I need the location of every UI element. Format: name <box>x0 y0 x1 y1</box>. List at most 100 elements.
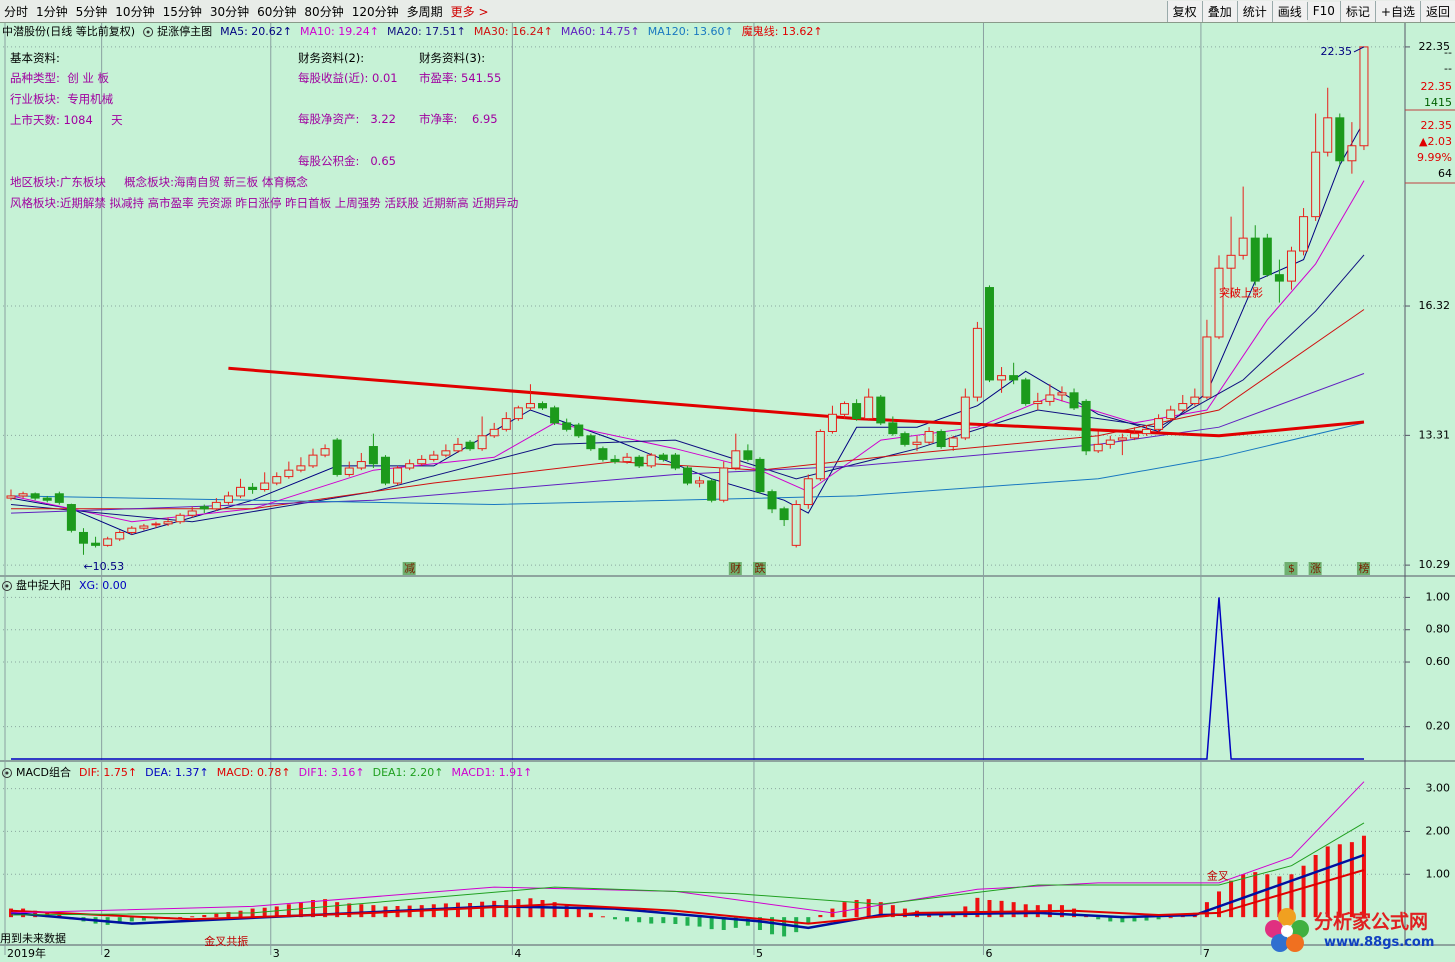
chart-title: MACD组合 <box>16 765 71 779</box>
tool-button[interactable]: 叠加 <box>1201 0 1237 22</box>
period-tab[interactable]: 10分钟 <box>115 4 155 19</box>
macd-bar <box>1241 874 1246 918</box>
period-tab[interactable]: 80分钟 <box>304 4 344 19</box>
candle-body <box>876 396 886 424</box>
chart-subtitle: 捉涨停主图 <box>157 24 212 38</box>
candle-body <box>1202 336 1212 398</box>
tool-button[interactable]: 画线 <box>1271 0 1307 22</box>
annotation: 金叉 <box>1207 868 1229 882</box>
macd-bar <box>975 897 980 918</box>
candle-body <box>1190 396 1200 405</box>
period-tab[interactable]: 分时 <box>4 4 29 19</box>
macd-bar <box>649 917 654 924</box>
macd-bar <box>1277 876 1282 918</box>
y-tick-label: 2.00 <box>1426 824 1451 837</box>
quote-item: 22.35 <box>1420 119 1453 132</box>
candle-body <box>525 403 535 409</box>
candle-body <box>634 456 644 467</box>
period-tab[interactable]: 30分钟 <box>209 4 250 19</box>
macd-bar <box>1217 891 1221 918</box>
macd-bar <box>492 900 497 918</box>
info-value: 3.22 <box>370 112 396 126</box>
info-value: 专用机械 <box>67 92 114 106</box>
candle-body <box>199 506 209 510</box>
series-line <box>11 597 1364 760</box>
candle-body <box>42 497 52 501</box>
macd-bar <box>323 899 328 918</box>
event-marker-box <box>1308 562 1322 575</box>
legend-entry: MA120: 13.60↑ <box>648 25 734 38</box>
macd-bar <box>625 917 630 922</box>
legend-entry: DIF1: 3.16↑ <box>299 766 365 779</box>
legend-entry: DEA: 1.37↑ <box>145 766 209 779</box>
candle-body <box>755 458 765 493</box>
annotation: 突破上影 <box>1219 285 1263 299</box>
legend-entry: MA30: 16.24↑ <box>474 25 553 38</box>
candle-body <box>707 480 717 501</box>
candle-body <box>1335 117 1345 162</box>
tool-button[interactable]: 复权 <box>1166 0 1202 22</box>
candle-body <box>1069 392 1079 409</box>
quote-item: -- <box>1444 62 1452 75</box>
candle-body <box>1359 46 1369 147</box>
candle-body <box>175 514 185 523</box>
macd-bar <box>480 901 485 918</box>
period-tab[interactable]: 15分钟 <box>162 4 202 19</box>
info-row: 品种类型: 创 业 板 <box>10 70 109 86</box>
macd-bar <box>1120 917 1125 923</box>
candle-body <box>368 446 378 465</box>
candle-body <box>187 510 197 516</box>
event-marker: 榜 <box>1358 561 1369 575</box>
tool-button[interactable]: 统计 <box>1236 0 1272 22</box>
candle-body <box>1347 145 1357 162</box>
macd-bar <box>613 917 617 920</box>
info-value: 6.95 <box>472 112 498 126</box>
legend-entry: MA5: 20.62↑ <box>220 25 292 38</box>
candle-body <box>1105 439 1115 445</box>
macd-bar <box>1096 917 1101 920</box>
candle-body <box>695 480 705 484</box>
candle-body <box>960 396 970 439</box>
candle-body <box>1262 237 1272 276</box>
legend-entry: MA10: 19.24↑ <box>300 25 379 38</box>
candle-body <box>139 525 149 529</box>
indicator-icon <box>143 27 154 37</box>
tool-button[interactable]: 标记 <box>1339 0 1375 22</box>
macd-bar <box>359 904 364 918</box>
candle-body <box>103 538 113 546</box>
series-line <box>10 254 1365 523</box>
candle-body <box>1057 392 1067 396</box>
quote-item: 64 <box>1438 167 1452 180</box>
candle-body <box>948 437 958 448</box>
period-tab[interactable]: 5分钟 <box>75 4 108 19</box>
macd-bar <box>588 912 593 918</box>
candle-body <box>1311 151 1321 218</box>
candle-body <box>670 454 680 469</box>
macd-bar <box>1132 917 1137 922</box>
period-tab[interactable]: 1分钟 <box>36 4 68 19</box>
event-marker-box <box>728 562 742 575</box>
tool-button[interactable]: +自选 <box>1374 0 1420 22</box>
macd-bar <box>1349 842 1354 918</box>
macd-bar <box>504 900 509 918</box>
candle-body <box>997 375 1007 381</box>
macd-bar <box>1265 874 1270 918</box>
period-tab[interactable]: 多周期 <box>406 4 443 19</box>
candle-body <box>852 403 862 420</box>
macd-bar <box>226 912 231 918</box>
period-tab[interactable]: 更多 > <box>450 4 489 19</box>
quote-item: ▲2.03 <box>1419 135 1452 148</box>
tool-button[interactable]: F10 <box>1306 2 1340 20</box>
period-tab[interactable]: 60分钟 <box>257 4 297 19</box>
info-title: 基本资料: <box>10 51 60 65</box>
tool-button[interactable]: 返回 <box>1419 0 1455 22</box>
indicator-icon <box>5 584 9 588</box>
event-marker-box <box>1284 562 1298 575</box>
period-tab[interactable]: 120分钟 <box>351 4 399 19</box>
macd-bar <box>709 917 714 930</box>
candle-body <box>779 508 789 521</box>
annotation-arrow <box>1353 46 1365 53</box>
macd-bar <box>274 906 279 918</box>
info-row: 市盈率: 541.55 <box>419 70 501 86</box>
info-value: 541.55 <box>461 71 502 85</box>
